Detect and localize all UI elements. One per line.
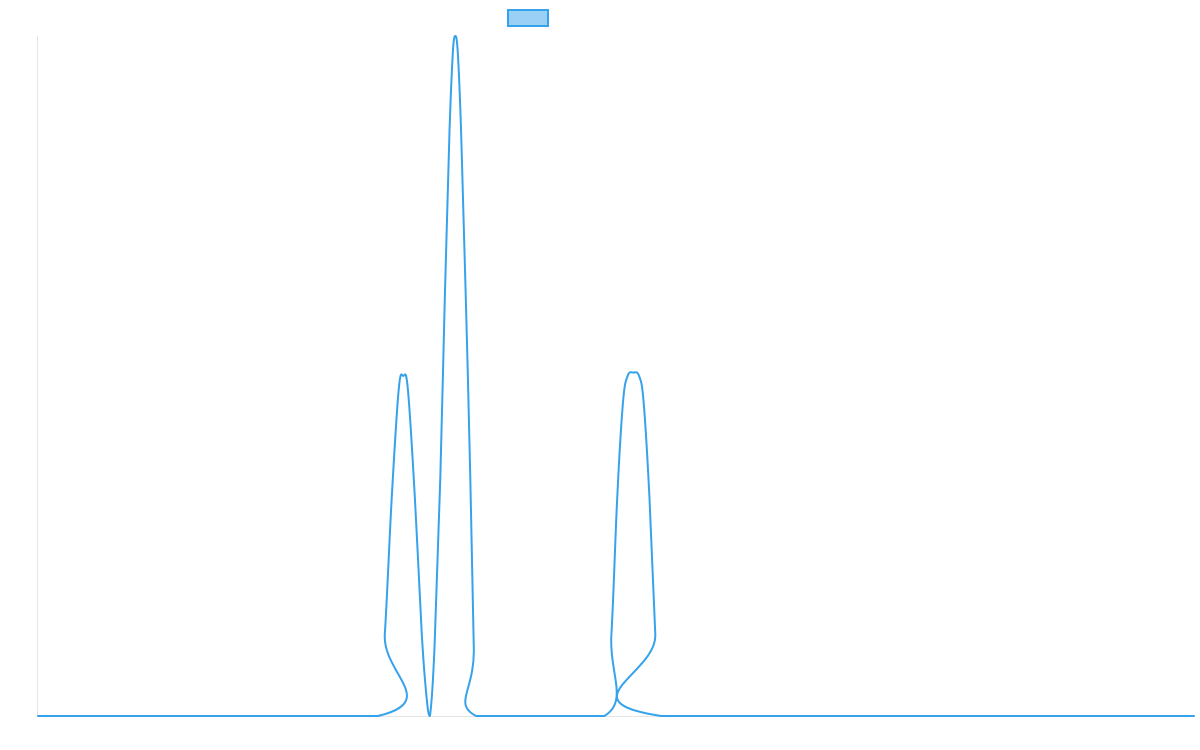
series-line-0[interactable] <box>37 35 1195 718</box>
legend-swatch[interactable] <box>507 9 549 27</box>
plot-area <box>37 35 1195 718</box>
legend[interactable] <box>507 9 549 27</box>
